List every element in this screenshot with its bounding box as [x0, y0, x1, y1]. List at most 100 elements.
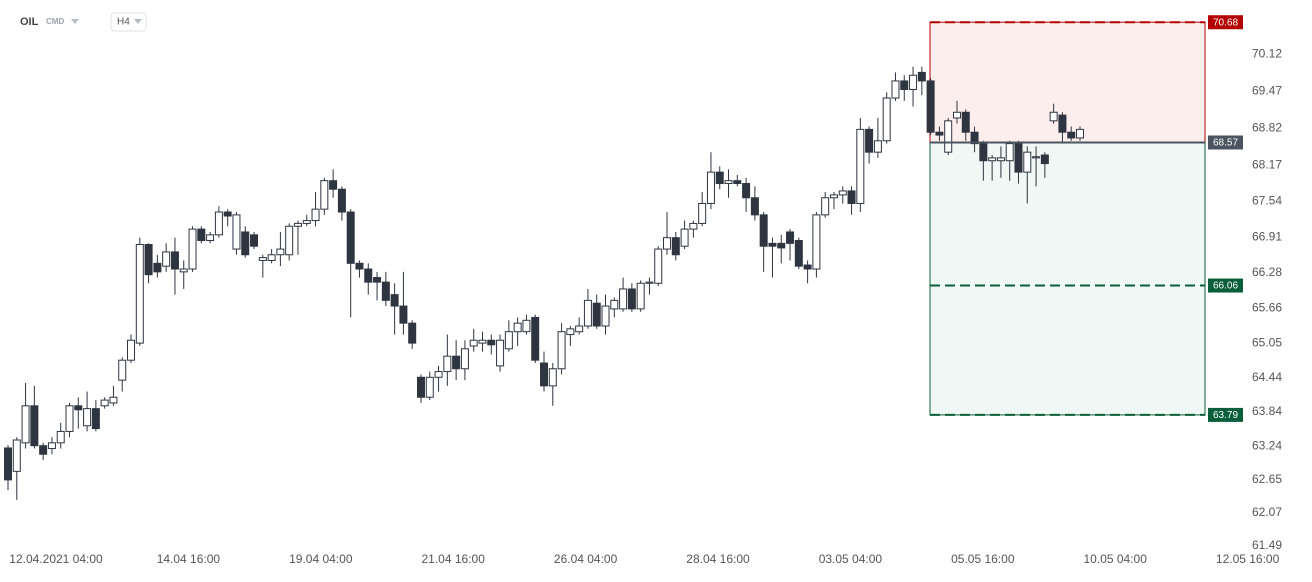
- candle-body: [698, 202, 707, 224]
- level-label: 68.57: [1213, 138, 1238, 149]
- candle-body: [153, 262, 162, 273]
- candle-body: [337, 188, 346, 213]
- candle-body: [671, 237, 680, 256]
- candle-body: [206, 234, 215, 242]
- candle-body: [188, 228, 197, 270]
- x-tick-label: 26.04 04:00: [554, 552, 618, 566]
- candle-body: [408, 322, 417, 344]
- candle-body: [1040, 154, 1049, 165]
- candle-body: [452, 355, 461, 370]
- candle-body: [654, 248, 663, 284]
- candle-body: [636, 282, 645, 310]
- level-label: 63.79: [1213, 410, 1238, 421]
- candle-body: [689, 222, 698, 230]
- candle-body: [329, 180, 338, 190]
- level-tag: [1208, 407, 1243, 422]
- y-tick-label: 64.44: [1252, 370, 1282, 384]
- candle-body: [768, 242, 777, 247]
- candle-body: [970, 131, 979, 145]
- candle-body: [724, 180, 733, 185]
- level-tag: [1208, 135, 1243, 150]
- candle-body: [214, 211, 223, 236]
- candle-body: [557, 331, 566, 370]
- candle-body: [373, 277, 382, 283]
- market: CMD: [46, 17, 64, 26]
- candle-body: [513, 322, 522, 333]
- candle-body: [170, 251, 179, 270]
- candle-body: [742, 183, 751, 199]
- candle-body: [847, 190, 856, 204]
- x-tick-label: 14.04 16:00: [157, 552, 221, 566]
- candle-body: [952, 111, 961, 119]
- candle-body: [786, 231, 795, 244]
- candle-body: [935, 131, 944, 136]
- candle-body: [548, 368, 557, 387]
- candle-body: [1023, 151, 1032, 173]
- candle-body: [812, 214, 821, 270]
- candle-body: [1058, 114, 1067, 133]
- candle-body: [865, 128, 874, 153]
- x-tick-label: 12.04.2021 04:00: [9, 552, 103, 566]
- y-tick-label: 63.84: [1252, 404, 1282, 418]
- candle-body: [619, 288, 628, 310]
- candle-body: [443, 355, 452, 373]
- candle-body: [882, 97, 891, 142]
- candle-body: [285, 225, 294, 256]
- candle-body: [706, 171, 715, 204]
- candle-body: [91, 408, 100, 430]
- reward-zone: [929, 141, 1206, 416]
- candle-body: [65, 405, 74, 432]
- candle-body: [434, 371, 443, 378]
- y-tick-label: 66.28: [1252, 265, 1282, 279]
- y-tick-label: 68.82: [1252, 120, 1282, 134]
- x-tick-label: 21.04 16:00: [421, 552, 485, 566]
- candle-body: [601, 305, 610, 327]
- dropdown-arrow[interactable]: [71, 19, 79, 24]
- candle-body: [232, 214, 241, 250]
- candle-body: [39, 445, 48, 455]
- y-tick-label: 63.24: [1252, 438, 1282, 452]
- candle-body: [891, 80, 900, 99]
- candle-body: [30, 405, 39, 447]
- candle-body: [179, 268, 188, 273]
- candle-body: [293, 222, 302, 227]
- candle-body: [645, 281, 654, 284]
- candle-body: [127, 339, 136, 361]
- candle-body: [715, 171, 724, 185]
- candle-body: [873, 140, 882, 153]
- y-tick-label: 68.17: [1252, 157, 1282, 171]
- candle-body: [909, 74, 918, 90]
- candle-body: [856, 128, 865, 204]
- candle-body: [733, 180, 742, 185]
- candle-body: [74, 405, 83, 411]
- candle-body: [47, 442, 56, 450]
- candle-body: [144, 244, 153, 276]
- candle-body: [496, 339, 505, 367]
- interval-arrow: [134, 19, 142, 24]
- candle-body: [258, 257, 267, 261]
- candle-body: [4, 447, 12, 481]
- candle-body: [1032, 156, 1041, 159]
- candle-body: [627, 288, 636, 310]
- candle-body: [900, 80, 909, 90]
- candle-body: [610, 299, 619, 310]
- y-tick-label: 62.65: [1252, 472, 1282, 486]
- candle-body: [416, 376, 425, 398]
- candle-body: [583, 299, 592, 327]
- candle-body: [390, 294, 399, 307]
- candle-body: [821, 197, 830, 216]
- candle-body: [469, 339, 478, 347]
- candle-body: [162, 251, 171, 267]
- candle-body: [1014, 143, 1023, 173]
- interval-button[interactable]: [110, 12, 147, 32]
- candle-body: [531, 316, 540, 361]
- candle-body: [979, 143, 988, 162]
- candle-body: [750, 197, 759, 216]
- candle-body: [777, 242, 786, 249]
- candle-body: [355, 262, 364, 270]
- level-label: 70.68: [1213, 17, 1238, 28]
- candle-body: [1067, 131, 1076, 139]
- candle-body: [759, 214, 768, 247]
- candle-body: [803, 264, 812, 270]
